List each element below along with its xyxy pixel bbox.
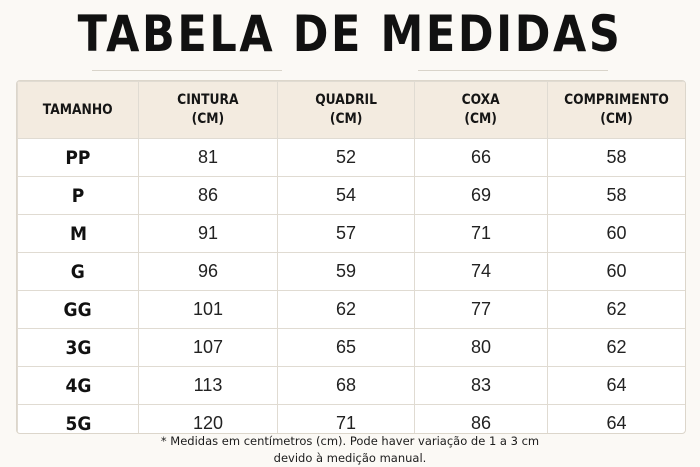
footnote-line-1: * Medidas em centímetros (cm). Pode have…	[160, 434, 540, 448]
quadril-cell: 59	[277, 252, 415, 291]
title-divider-left	[92, 70, 282, 71]
coxa-cell: 66	[414, 138, 548, 177]
size-cell: 3G	[17, 328, 139, 367]
header-quadril: QUADRIL (CM)	[277, 81, 415, 139]
cintura-cell: 107	[138, 328, 278, 367]
comprimento-cell: 60	[547, 252, 685, 291]
header-comprimento: COMPRIMENTO (CM)	[547, 81, 685, 139]
table-row: 5G 120 71 86 64	[17, 404, 685, 433]
size-cell: GG	[17, 290, 139, 329]
cintura-cell: 81	[138, 138, 278, 177]
quadril-cell: 62	[277, 290, 415, 329]
coxa-cell: 77	[414, 290, 548, 329]
table-header-row: TAMANHO CINTURA (CM) QUADRIL (CM) COXA (CM)…	[17, 81, 685, 139]
size-cell: 4G	[17, 366, 139, 405]
size-table: TAMANHO CINTURA (CM) QUADRIL (CM) COXA (CM)…	[16, 80, 686, 434]
comprimento-cell: 62	[547, 290, 685, 329]
table-row: PP 81 52 66 58	[17, 138, 685, 177]
comprimento-cell: 60	[547, 214, 685, 253]
quadril-cell: 57	[277, 214, 415, 253]
size-cell: M	[17, 214, 139, 253]
header-coxa: COXA (CM)	[414, 81, 548, 139]
size-cell: G	[17, 252, 139, 291]
cintura-cell: 101	[138, 290, 278, 329]
size-cell: P	[17, 176, 139, 215]
comprimento-cell: 64	[547, 366, 685, 405]
quadril-cell: 65	[277, 328, 415, 367]
size-cell: PP	[17, 138, 139, 177]
header-tamanho: TAMANHO	[17, 81, 139, 139]
cintura-cell: 113	[138, 366, 278, 405]
cintura-cell: 91	[138, 214, 278, 253]
coxa-cell: 74	[414, 252, 548, 291]
size-cell: 5G	[17, 404, 139, 433]
quadril-cell: 68	[277, 366, 415, 405]
table-row: 3G 107 65 80 62	[17, 328, 685, 367]
coxa-cell: 71	[414, 214, 548, 253]
comprimento-cell: 58	[547, 176, 685, 215]
footnote-line-2: devido à medição manual.	[273, 451, 427, 465]
coxa-cell: 80	[414, 328, 548, 367]
comprimento-cell: 62	[547, 328, 685, 367]
table-row: GG 101 62 77 62	[17, 290, 685, 329]
table-row: 4G 113 68 83 64	[17, 366, 685, 405]
comprimento-cell: 58	[547, 138, 685, 177]
footnote: * Medidas em centímetros (cm). Pode have…	[0, 433, 700, 467]
quadril-cell: 54	[277, 176, 415, 215]
table-row: M 91 57 71 60	[17, 214, 685, 253]
quadril-cell: 52	[277, 138, 415, 177]
cintura-cell: 96	[138, 252, 278, 291]
coxa-cell: 69	[414, 176, 548, 215]
comprimento-cell: 64	[547, 404, 685, 433]
page-title: TABELA DE MEDIDAS	[77, 5, 623, 63]
coxa-cell: 83	[414, 366, 548, 405]
cintura-cell: 86	[138, 176, 278, 215]
quadril-cell: 71	[277, 404, 415, 433]
cintura-cell: 120	[138, 404, 278, 433]
table-row: G 96 59 74 60	[17, 252, 685, 291]
coxa-cell: 86	[414, 404, 548, 433]
header-cintura: CINTURA (CM)	[138, 81, 278, 139]
title-divider-right	[418, 70, 608, 71]
table-row: P 86 54 69 58	[17, 176, 685, 215]
